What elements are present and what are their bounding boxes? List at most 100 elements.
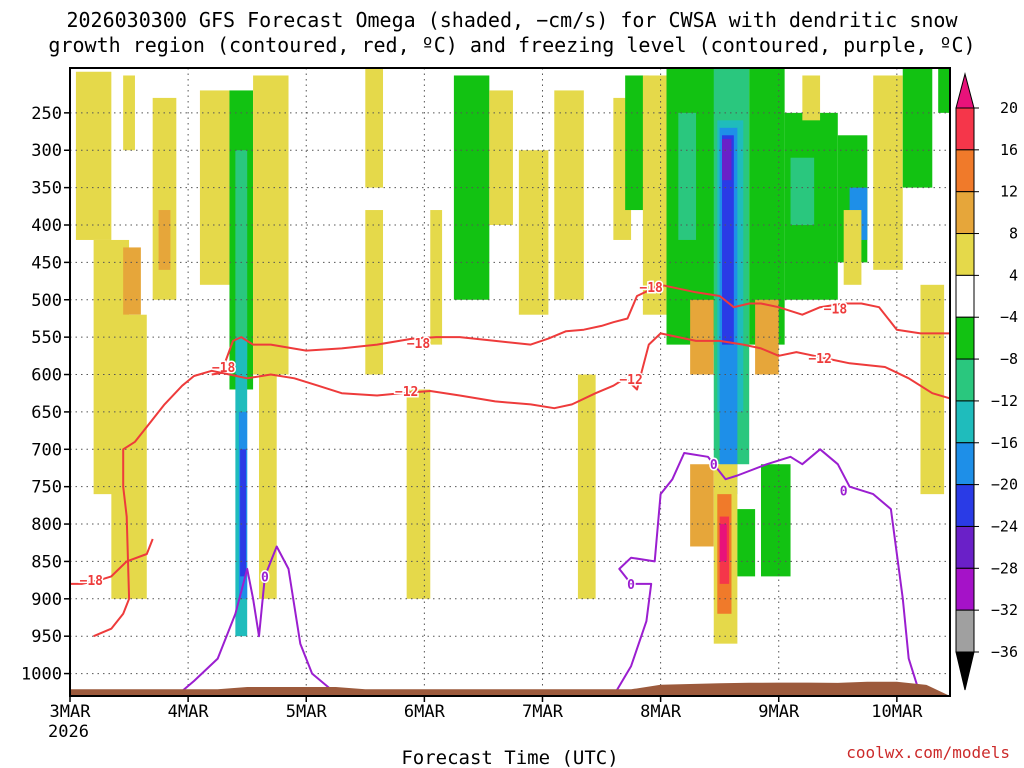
colorbar-label-6: −8 (1000, 350, 1018, 368)
omega-cell-43 (761, 464, 791, 577)
colorbar-label-7: −12 (991, 392, 1018, 410)
contour-label-freezing-level-west-0: 0 (261, 570, 269, 585)
contour-label-dgz-minus12-2: −12 (808, 352, 831, 367)
omega-cell-29 (690, 299, 714, 375)
y-tick-label-400: 400 (31, 216, 62, 236)
contour-freezing-level-east (612, 448, 922, 696)
colorbar-bin-8 (955, 400, 975, 444)
y-tick-label-700: 700 (31, 440, 62, 460)
colorbar-bin-13 (955, 609, 975, 653)
omega-cell-49 (843, 210, 862, 285)
y-tick-label-950: 950 (31, 627, 62, 647)
colorbar-label-10: −24 (991, 517, 1018, 535)
y-tick-label-750: 750 (31, 478, 62, 498)
contour-label-freezing-level-east-2: 0 (840, 484, 848, 499)
colorbar-label-11: −28 (991, 559, 1018, 577)
y-tick-label-500: 500 (31, 291, 62, 311)
colorbar-bin-2 (955, 149, 975, 193)
colorbar-label-13: −36 (991, 643, 1018, 661)
omega-cell-20 (489, 90, 513, 225)
omega-cell-22 (554, 90, 584, 300)
colorbar-top-arrow (955, 72, 975, 109)
omega-cell-4 (111, 314, 147, 599)
credit-text: coolwx.com/models (846, 743, 1010, 762)
y-tick-label-900: 900 (31, 590, 62, 610)
y-tick-label-550: 550 (31, 328, 62, 348)
x-tick-label-6MAR: 6MAR (404, 702, 446, 722)
plot-area: −18 −18 −18 −18 −12 −12 −12 −18 0 0 0 0 (70, 68, 950, 696)
omega-cell-3 (123, 247, 141, 315)
omega-cell-15 (365, 68, 384, 188)
colorbar-label-3: 8 (1009, 225, 1018, 243)
y-tick-label-1000: 1000 (21, 665, 62, 685)
contour-label-freezing-level-east-1: 0 (710, 458, 718, 473)
colorbar: 20 16 12 8 4 −4 −8 −12 −16 −20 −24 −28 −32 −36 (955, 72, 1018, 691)
plot-frame (69, 67, 951, 697)
colorbar-bin-1 (955, 107, 975, 151)
colorbar-bin-3 (955, 191, 975, 235)
omega-cell-52 (920, 284, 945, 495)
x-tick-label-3MAR: 3MAR (50, 702, 92, 722)
y-tick-label-800: 800 (31, 515, 62, 535)
omega-cell-0 (75, 71, 112, 240)
colorbar-label-0: 20 (1000, 99, 1018, 117)
y-tick-label-850: 850 (31, 552, 62, 572)
contour-label-freezing-level-east-0: 0 (627, 578, 635, 593)
omega-cell-34 (722, 135, 734, 345)
contour-label-dgz-minus12-1: −12 (619, 373, 642, 388)
contour-label-dgz-minus12-0: −12 (395, 385, 418, 400)
colorbar-label-9: −20 (991, 476, 1018, 494)
omega-cell-6 (158, 210, 171, 270)
omega-cell-16 (365, 210, 384, 375)
omega-cell-42 (755, 299, 779, 375)
x-tick-label-4MAR: 4MAR (168, 702, 210, 722)
omega-cell-39 (719, 524, 727, 562)
colorbar-bin-7 (955, 358, 975, 402)
colorbar-bin-10 (955, 484, 975, 527)
omega-cell-45 (790, 157, 815, 225)
contour-dgz-minus12 (93, 332, 950, 638)
contour-layer: −18 −18 −18 −18 −12 −12 −12 −18 0 0 0 0 (70, 280, 950, 696)
x-tick-label-5MAR: 5MAR (286, 702, 328, 722)
terrain-fill (70, 681, 950, 696)
colorbar-label-2: 12 (1000, 183, 1018, 201)
omega-cell-35 (722, 139, 732, 181)
omega-cell-23 (577, 374, 596, 599)
x-tick-label-10MAR: 10MAR (871, 702, 923, 722)
colorbar-bin-9 (955, 442, 975, 486)
chart-title-line-2: growth region (contoured, red, ºC) and f… (48, 33, 975, 57)
x-start-year-label: 2026 (48, 722, 89, 742)
colorbar-bin-4 (955, 233, 975, 276)
contour-dgz-minus18-bottom (70, 538, 154, 585)
colorbar-bottom-arrow (955, 651, 975, 691)
colorbar-bin-6 (955, 316, 975, 360)
omega-cell-9 (235, 150, 248, 360)
contour-dgz-minus18-top (211, 283, 950, 376)
y-tick-label-600: 600 (31, 366, 62, 386)
gridlines (70, 68, 950, 696)
omega-cell-40 (737, 509, 756, 577)
x-axis-title: Forecast Time (UTC) (401, 747, 618, 768)
colorbar-label-1: 16 (1000, 141, 1018, 159)
contour-label-dgz-minus18-top-0: −18 (212, 361, 236, 376)
y-tick-label-250: 250 (31, 104, 62, 124)
colorbar-bin-5 (955, 274, 975, 318)
y-tick-label-300: 300 (31, 141, 62, 161)
omega-cell-51 (902, 68, 933, 188)
y-tick-label-650: 650 (31, 403, 62, 423)
omega-cell-1 (123, 75, 135, 151)
omega-cell-21 (518, 150, 549, 315)
y-axis-ticks: 250 300 350 400 450 500 550 600 650 700 750 800 850 9… (21, 104, 70, 685)
y-tick-label-350: 350 (31, 179, 62, 199)
omega-shading-layer (75, 68, 950, 644)
omega-cell-12 (240, 449, 246, 577)
contour-label-dgz-minus18-top-3: −18 (824, 303, 848, 318)
colorbar-bin-11 (955, 525, 975, 569)
x-tick-label-7MAR: 7MAR (522, 702, 564, 722)
colorbar-label-4: 4 (1009, 266, 1018, 284)
omega-cell-28 (678, 112, 697, 240)
omega-cell-14 (258, 374, 277, 599)
x-tick-label-8MAR: 8MAR (640, 702, 682, 722)
colorbar-label-8: −16 (991, 434, 1018, 452)
colorbar-label-12: −32 (991, 601, 1018, 619)
